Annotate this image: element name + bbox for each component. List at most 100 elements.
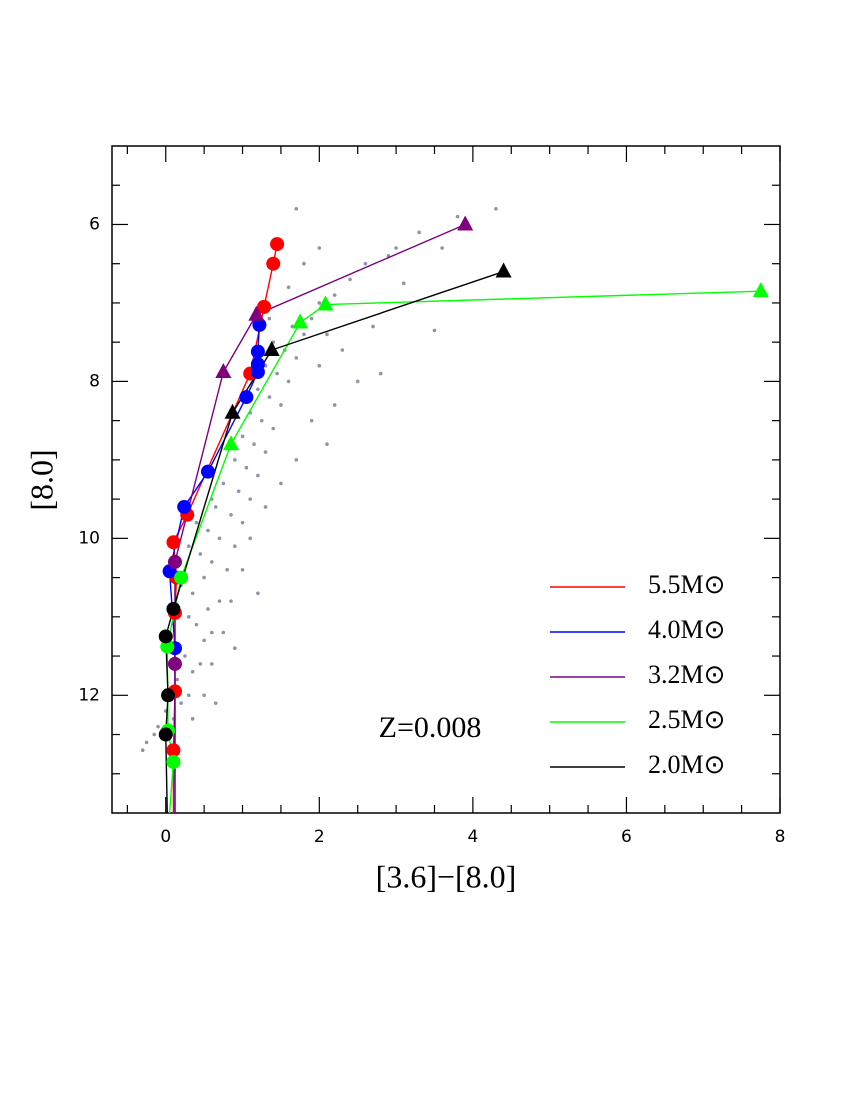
- track-point: [250, 357, 265, 372]
- field-star: [202, 575, 206, 580]
- field-star: [378, 371, 383, 376]
- field-star: [213, 701, 218, 705]
- field-star: [221, 630, 226, 635]
- field-star: [355, 379, 360, 384]
- field-star: [259, 418, 264, 423]
- legend-label: 3.2M⊙: [648, 660, 725, 689]
- field-star: [156, 724, 160, 729]
- field-star: [417, 230, 421, 235]
- field-star: [244, 465, 249, 470]
- field-star: [252, 442, 256, 446]
- track-point: [166, 535, 181, 550]
- track-point: [166, 601, 181, 616]
- field-star: [217, 599, 222, 603]
- track-point: [292, 313, 309, 329]
- field-star: [317, 301, 322, 305]
- field-star: [175, 677, 180, 682]
- x-tick-label: 2: [314, 827, 325, 847]
- track-point: [167, 554, 182, 569]
- track-point: [495, 262, 512, 278]
- field-star: [186, 615, 191, 619]
- track-point: [752, 282, 769, 298]
- field-star: [233, 458, 237, 462]
- field-star: [213, 505, 218, 509]
- x-axis-label: [3.6]−[8.0]: [376, 858, 517, 894]
- y-tick-label: 8: [89, 371, 100, 391]
- field-star: [494, 206, 498, 211]
- field-star: [202, 638, 206, 643]
- field-star: [309, 418, 314, 423]
- track-point: [174, 570, 189, 585]
- track-point: [166, 743, 181, 758]
- field-star: [256, 591, 260, 596]
- legend-label: 2.0M⊙: [648, 750, 725, 779]
- field-star: [194, 520, 199, 525]
- field-star: [363, 261, 368, 266]
- field-star: [217, 536, 222, 541]
- field-star: [256, 473, 260, 478]
- track-point: [257, 299, 272, 314]
- field-star: [332, 293, 337, 297]
- field-star: [294, 206, 299, 211]
- field-star: [309, 316, 314, 321]
- track-point: [263, 341, 280, 357]
- field-star: [340, 348, 345, 352]
- y-axis-label: [8.0]: [23, 449, 59, 510]
- plot-frame: [111, 145, 781, 814]
- field-star: [186, 693, 191, 698]
- field-star: [206, 607, 210, 611]
- field-star: [294, 458, 299, 462]
- field-star: [371, 324, 375, 329]
- field-star: [279, 403, 283, 407]
- field-star: [236, 489, 241, 494]
- field-star: [210, 560, 214, 564]
- field-star: [325, 442, 329, 446]
- field-star: [332, 403, 337, 407]
- field-star: [202, 693, 206, 698]
- field-star: [198, 552, 203, 556]
- track-point: [250, 344, 265, 359]
- field-star: [325, 332, 329, 337]
- track-point: [200, 464, 215, 479]
- field-star: [240, 434, 245, 439]
- field-star: [221, 481, 226, 486]
- field-star: [401, 281, 406, 286]
- track-point: [166, 754, 181, 769]
- track-point: [270, 237, 285, 252]
- track-point: [158, 727, 173, 742]
- field-star: [152, 732, 157, 737]
- field-star: [271, 426, 276, 431]
- track-point: [167, 656, 182, 671]
- field-star: [179, 701, 183, 705]
- field-star: [267, 316, 272, 321]
- field-star: [348, 277, 352, 282]
- x-tick-label: 4: [467, 827, 478, 847]
- field-star: [279, 481, 283, 486]
- track-point: [266, 256, 281, 271]
- track-point: [248, 305, 265, 321]
- field-star: [317, 363, 322, 368]
- field-star: [233, 646, 237, 651]
- track-point: [223, 435, 240, 451]
- field-star: [286, 379, 291, 384]
- field-star: [210, 630, 214, 635]
- legend-label: 5.5M⊙: [648, 570, 725, 599]
- field-star: [233, 544, 237, 548]
- field-star: [455, 214, 460, 219]
- field-star: [317, 246, 322, 250]
- track-point: [161, 688, 176, 703]
- field-star: [229, 513, 233, 517]
- field-star: [198, 662, 203, 666]
- track-point: [457, 215, 474, 231]
- x-tick-label: 6: [621, 827, 632, 847]
- y-tick-label: 12: [78, 685, 100, 705]
- field-star: [240, 520, 245, 525]
- legend-label: 4.0M⊙: [648, 615, 725, 644]
- x-tick-label: 8: [775, 827, 786, 847]
- field-star: [275, 371, 279, 376]
- field-star: [394, 246, 398, 250]
- field-star: [190, 591, 195, 596]
- field-star: [183, 654, 187, 658]
- field-star: [263, 450, 268, 454]
- field-star: [432, 328, 437, 333]
